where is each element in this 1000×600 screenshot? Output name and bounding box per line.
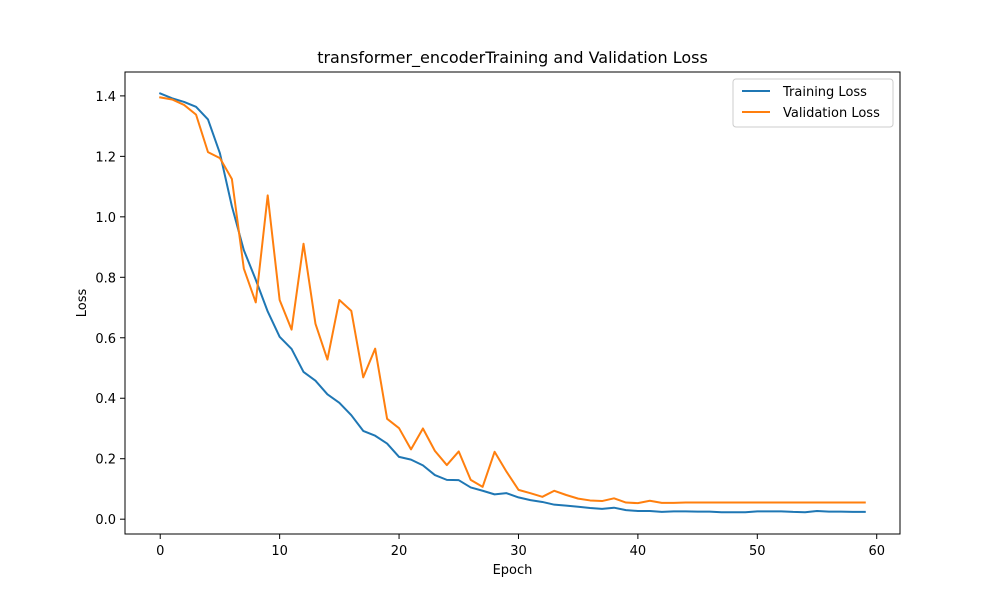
y-tick-label: 0.0 bbox=[95, 513, 116, 528]
y-axis-label: Loss bbox=[75, 289, 90, 318]
legend-box bbox=[732, 78, 894, 128]
y-tick-label: 1.4 bbox=[95, 90, 116, 105]
x-tick-label: 60 bbox=[868, 544, 885, 559]
y-tick-label: 0.2 bbox=[95, 453, 116, 468]
x-axis-label: Epoch bbox=[493, 563, 533, 578]
axes: 0 10 20 30 40 50 60 0.0 0.2 0.4 0.6 0.8 1.0 1.2 1.4 bbox=[95, 71, 901, 559]
axes-frame bbox=[124, 71, 901, 535]
y-tick-label: 1.0 bbox=[95, 211, 116, 226]
series-line-validation-loss bbox=[159, 96, 866, 505]
x-tick-label: 10 bbox=[271, 544, 288, 559]
legend-label-training-loss: Training Loss bbox=[782, 85, 867, 100]
x-tick-label: 20 bbox=[391, 544, 408, 559]
y-tick-label: 0.6 bbox=[95, 332, 116, 347]
legend-label-validation-loss: Validation Loss bbox=[783, 106, 880, 121]
y-tick-label: 0.4 bbox=[95, 392, 116, 407]
plot-area bbox=[158, 92, 866, 514]
x-tick-label: 30 bbox=[510, 544, 527, 559]
legend: Training Loss Validation Loss bbox=[732, 78, 894, 128]
x-tick-label: 40 bbox=[630, 544, 647, 559]
x-tick-label: 0 bbox=[156, 544, 164, 559]
y-tick-label: 1.2 bbox=[95, 150, 116, 165]
y-tick-label: 0.8 bbox=[95, 271, 116, 286]
x-tick-label: 50 bbox=[749, 544, 766, 559]
chart-title: transformer_encoderTraining and Validati… bbox=[317, 48, 708, 68]
series-line-training-loss bbox=[158, 92, 866, 514]
